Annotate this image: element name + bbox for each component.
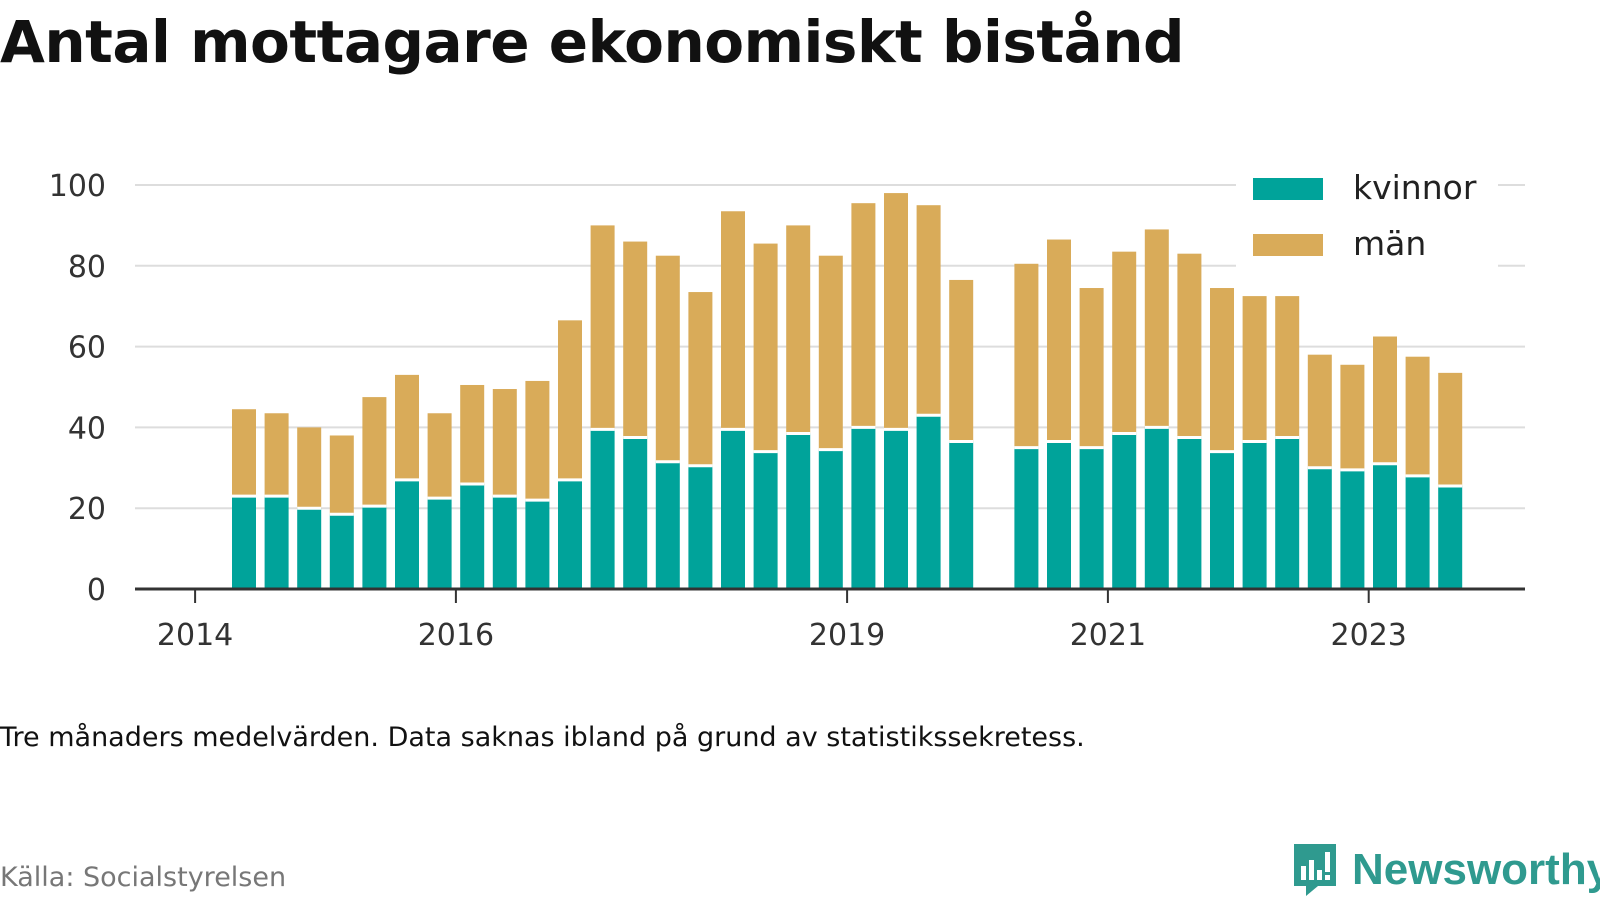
bar-kvinnor	[949, 441, 974, 589]
bar-kvinnor	[1275, 437, 1300, 589]
bar-man	[395, 374, 419, 480]
bar-man	[623, 241, 648, 438]
chart-title: Antal mottagare ekonomiskt bistånd	[0, 8, 1185, 76]
bar-man	[1438, 372, 1463, 486]
bar-man	[590, 225, 615, 430]
bar-kvinnor	[232, 496, 256, 589]
bar-man	[1307, 354, 1332, 468]
bar-kvinnor	[492, 496, 517, 589]
bar-kvinnor	[297, 508, 322, 589]
bar-man	[884, 193, 908, 430]
bar-man	[688, 292, 713, 466]
newsworthy-logo-icon	[1294, 844, 1336, 896]
brand-name: Newsworthy	[1352, 845, 1600, 894]
bar-kvinnor	[688, 465, 713, 589]
bar-kvinnor	[264, 496, 289, 589]
bar-man	[492, 389, 517, 497]
source-text: Källa: Socialstyrelsen	[0, 862, 287, 893]
y-tick-label: 20	[68, 492, 106, 527]
bar-kvinnor	[1210, 451, 1234, 589]
bar-kvinnor	[362, 506, 387, 589]
bar-kvinnor	[1112, 433, 1137, 589]
axes: 0 20 40 60 80 100 2014 2016 2019 2021 2023	[49, 169, 1525, 653]
bar-kvinnor	[655, 461, 680, 589]
bar-kvinnor	[786, 433, 811, 589]
bar-kvinnor	[525, 500, 550, 589]
legend-label: kvinnor	[1353, 168, 1477, 207]
bar-kvinnor	[590, 429, 615, 589]
y-tick-label: 100	[49, 169, 106, 204]
bar-man	[362, 397, 387, 507]
bar-man	[753, 243, 778, 452]
bar-kvinnor	[1014, 447, 1039, 589]
bar-kvinnor	[329, 514, 354, 589]
y-tick-label: 80	[68, 250, 106, 285]
bar-man	[786, 225, 811, 434]
bar-kvinnor	[1144, 427, 1169, 589]
legend: kvinnor män	[1236, 160, 1498, 272]
bar-man	[655, 255, 680, 462]
bar-man	[851, 203, 876, 428]
bar-man	[264, 413, 289, 497]
bar-man	[460, 384, 485, 484]
bar-kvinnor	[427, 498, 452, 589]
y-tick-label: 0	[87, 573, 106, 608]
bar-kvinnor	[1405, 475, 1430, 589]
bar-kvinnor	[721, 429, 745, 589]
bar-man	[1112, 251, 1137, 434]
bar-man	[329, 435, 354, 515]
bar-man	[1210, 288, 1234, 452]
bar-man	[818, 255, 843, 450]
bar-kvinnor	[753, 451, 778, 589]
bar-man	[1079, 288, 1104, 448]
bar-man	[1047, 239, 1071, 442]
bar-man	[1275, 296, 1300, 438]
bars	[232, 193, 1463, 589]
bar-kvinnor	[1242, 441, 1267, 589]
bar-kvinnor	[558, 479, 582, 589]
bar-man	[1014, 263, 1039, 448]
bar-man	[949, 279, 974, 442]
bar-kvinnor	[884, 429, 908, 589]
bar-kvinnor	[1373, 463, 1397, 589]
bar-kvinnor	[1177, 437, 1202, 589]
bar-kvinnor	[851, 427, 876, 589]
bar-man	[1373, 336, 1397, 464]
chart-note: Tre månaders medelvärden. Data saknas ib…	[0, 722, 1085, 753]
bar-man	[1177, 253, 1202, 438]
stacked-bar-chart: 0 20 40 60 80 100 2014 2016 2019 2021 2023 kvinnor…	[48, 160, 1525, 653]
bar-man	[232, 409, 256, 497]
bar-man	[558, 320, 582, 480]
bar-man	[525, 380, 550, 501]
bar-kvinnor	[460, 483, 485, 589]
bar-man	[721, 211, 745, 430]
x-tick-label: 2019	[809, 618, 885, 653]
bar-man	[1340, 364, 1365, 470]
bar-kvinnor	[1340, 469, 1365, 589]
y-tick-label: 40	[68, 411, 106, 446]
bar-man	[427, 413, 452, 499]
x-tick-label: 2021	[1070, 618, 1146, 653]
bar-kvinnor	[818, 449, 843, 589]
newsworthy-logo: Newsworthy	[1290, 840, 1600, 900]
bar-kvinnor	[916, 415, 941, 589]
bar-man	[297, 427, 322, 509]
bar-kvinnor	[1438, 485, 1463, 589]
bar-kvinnor	[395, 479, 419, 589]
legend-label: män	[1353, 224, 1426, 263]
x-tick-label: 2014	[157, 618, 233, 653]
x-tick-label: 2016	[418, 618, 494, 653]
legend-swatch	[1253, 178, 1323, 200]
bar-man	[1144, 229, 1169, 428]
bar-man	[1242, 296, 1267, 442]
bar-kvinnor	[1307, 467, 1332, 589]
bar-man	[1405, 356, 1430, 476]
bar-kvinnor	[1047, 441, 1071, 589]
x-tick-label: 2023	[1331, 618, 1407, 653]
y-tick-label: 60	[68, 331, 106, 366]
bar-man	[916, 205, 941, 416]
bar-kvinnor	[1079, 447, 1104, 589]
bar-kvinnor	[623, 437, 648, 589]
legend-swatch	[1253, 234, 1323, 256]
